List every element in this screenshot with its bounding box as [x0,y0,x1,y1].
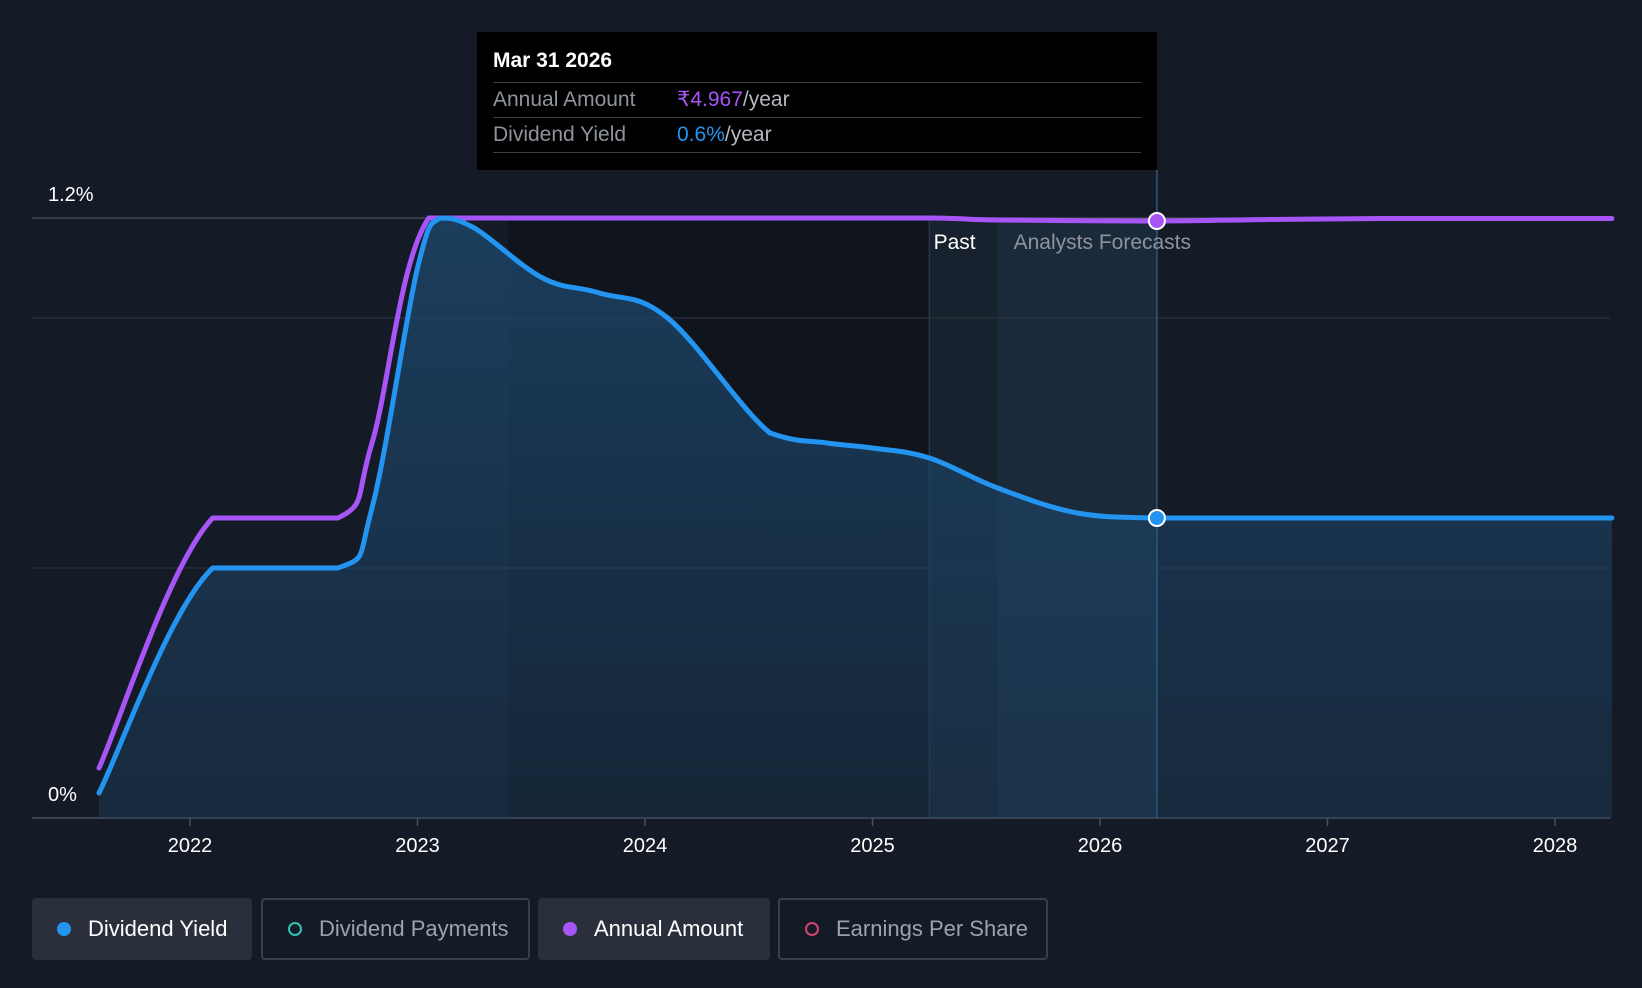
tooltip-annual-label: Annual Amount [493,88,636,111]
dividend-yield-line [96,215,1615,796]
dividend-yield-area [99,218,1612,818]
tooltip-yield-label: Dividend Yield [493,123,627,146]
legend-label: Earnings Per Share [836,916,1028,941]
legend-label: Dividend Yield [88,916,228,941]
legend-dot-icon [563,922,577,936]
legend-earnings-per-share[interactable]: Earnings Per Share [778,898,1048,960]
x-tick-label: 2026 [1078,835,1123,857]
x-tick-label: 2022 [168,835,213,857]
tooltip-yield-row: Dividend Yield 0.6% /year [493,118,1141,153]
x-tick-label: 2028 [1533,835,1578,857]
legend-label: Dividend Payments [319,916,509,941]
tooltip-annual-row: Annual Amount ₹4.967 /year [493,83,1141,118]
legend-ring-icon [805,922,819,936]
dividend-yield-marker [1147,509,1166,527]
x-tick-label: 2023 [395,835,440,857]
tooltip-annual-value: ₹4.967 [677,88,743,111]
legend-dividend-payments[interactable]: Dividend Payments [261,898,530,960]
past-label: Past [934,231,976,254]
x-tick-label: 2027 [1305,835,1350,857]
forecast-label: Analysts Forecasts [1014,231,1191,254]
tooltip-yield-unit: /year [724,123,772,146]
legend-label: Annual Amount [594,916,744,941]
tooltip-annual-unit: /year [742,88,790,111]
annual-amount-line [96,215,1615,771]
legend-annual-amount[interactable]: Annual Amount [538,898,770,960]
tooltip-date: Mar 31 2026 [493,46,1141,83]
annual-amount-marker [1147,212,1166,230]
x-tick-label: 2025 [850,835,895,857]
legend-ring-icon [288,922,302,936]
y-tick-label-top: 1.2% [48,184,94,206]
tooltip-yield-value: 0.6% [677,123,725,146]
tooltip: Mar 31 2026 Annual Amount ₹4.967 /year D… [477,32,1157,170]
legend-dot-icon [57,922,71,936]
y-tick-label-bottom: 0% [48,784,77,806]
legend-dividend-yield[interactable]: Dividend Yield [32,898,252,960]
x-tick-label: 2024 [623,835,668,857]
